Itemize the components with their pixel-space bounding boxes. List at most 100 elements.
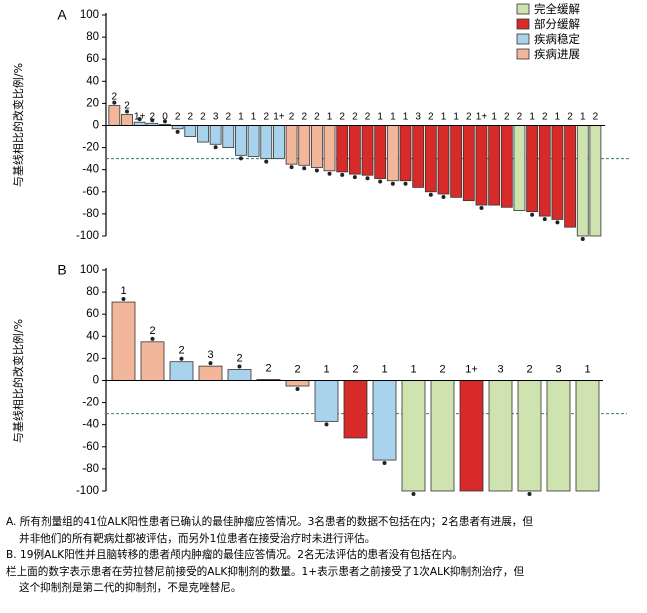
- caption-line-a1: A. 所有剂量组的41位ALK阳性患者已确认的最佳肿瘤应答情况。3名患者的数据不…: [6, 516, 533, 528]
- y-tick-label: 40: [86, 75, 99, 87]
- figure: A与基线相比的改变比例/%100806040200-20-40-60-80-10…: [11, 2, 629, 497]
- bar-label: 2: [504, 112, 510, 123]
- bar-label: 1: [381, 364, 387, 376]
- bar-label: 1+: [476, 112, 488, 123]
- bar-label: 2: [466, 112, 472, 123]
- bar-dot: [324, 422, 329, 427]
- bar-label: 2: [526, 364, 532, 376]
- bar: [314, 380, 339, 422]
- bar-dot: [411, 492, 416, 496]
- bar: [222, 125, 235, 149]
- bar-label: 0: [162, 112, 168, 123]
- bar-dot: [150, 336, 155, 341]
- bar-label: 2: [439, 364, 445, 376]
- bar: [551, 125, 564, 220]
- bar-dot: [542, 217, 547, 222]
- bar: [513, 125, 526, 211]
- bar-dot: [302, 166, 307, 171]
- bar-dot: [530, 212, 535, 217]
- bar-dot: [441, 195, 446, 200]
- bar: [260, 125, 273, 160]
- bar: [517, 380, 542, 492]
- bar-label: 2: [236, 352, 242, 364]
- bar-dot: [162, 119, 167, 124]
- bar-label: 2: [339, 112, 345, 123]
- y-tick-label: -20: [82, 397, 99, 409]
- bar: [424, 125, 437, 193]
- bar-label: 3: [415, 112, 421, 123]
- bar-label: 1+: [134, 112, 146, 123]
- bar-dot: [179, 356, 184, 361]
- bar-dot: [327, 171, 332, 176]
- bar-label: 3: [555, 364, 561, 376]
- bar-dot: [428, 192, 433, 197]
- bar: [285, 380, 310, 387]
- y-tick-label: 0: [93, 120, 99, 132]
- y-tick-label: 80: [86, 31, 99, 43]
- bar: [111, 301, 136, 381]
- bar-label: 1: [580, 112, 586, 123]
- legend-label: 疾病稳定: [534, 32, 580, 46]
- bar-label: 2: [175, 112, 181, 123]
- bar: [298, 125, 311, 166]
- caption-line-c2: 这个抑制剂是第二代的抑制剂，不是克唑替尼。: [19, 582, 242, 594]
- bar-dot: [175, 129, 180, 134]
- y-tick-label: -100: [76, 230, 99, 242]
- bar-label: 1+: [273, 112, 285, 123]
- bar-label: 1: [441, 112, 447, 123]
- bar-dot: [340, 172, 345, 177]
- bar-dot: [555, 220, 560, 225]
- bar-label: 1: [403, 112, 409, 123]
- y-tick-label: -20: [82, 142, 99, 154]
- y-tick-label: -80: [82, 463, 99, 475]
- bar: [546, 380, 571, 492]
- bar-label: 2: [517, 112, 523, 123]
- y-tick-label: -40: [82, 164, 99, 176]
- bar-label: 2: [352, 112, 358, 123]
- bar: [401, 380, 426, 492]
- bar-dot: [264, 159, 269, 164]
- y-tick-label: 100: [80, 264, 99, 276]
- bar: [121, 114, 133, 126]
- bar: [209, 125, 222, 145]
- bar: [374, 125, 387, 179]
- y-tick-label: 40: [86, 330, 99, 342]
- bar-label: 2: [294, 364, 300, 376]
- bar: [399, 125, 412, 182]
- bar-label: 1: [529, 112, 535, 123]
- bar: [475, 125, 488, 206]
- bar: [285, 125, 298, 165]
- bar: [227, 369, 252, 381]
- bar-label: 1: [238, 112, 244, 123]
- bar-label: 1: [410, 364, 416, 376]
- bar: [108, 105, 121, 126]
- bar-label: 1: [251, 112, 257, 123]
- bar: [450, 125, 463, 198]
- legend-swatch: [516, 18, 530, 30]
- bar: [575, 380, 600, 492]
- bar: [169, 361, 194, 381]
- bar-dot: [112, 100, 117, 105]
- y-tick-label: 80: [86, 286, 99, 298]
- bar-label: 2: [149, 325, 155, 337]
- bar-label: 2: [265, 362, 271, 374]
- bar: [372, 380, 397, 461]
- bar-label: 2: [567, 112, 573, 123]
- bar-label: 2: [112, 92, 118, 103]
- legend-swatch: [516, 33, 530, 45]
- legend-label: 完全缓解: [534, 2, 580, 16]
- bar: [430, 380, 455, 492]
- bar: [361, 125, 374, 176]
- bar-dot: [382, 461, 387, 466]
- legend-label: 部分缓解: [534, 17, 580, 31]
- bar: [273, 125, 285, 160]
- y-tick-label: 60: [86, 308, 99, 320]
- bar-label: 2: [263, 112, 269, 123]
- bar: [538, 125, 551, 217]
- bar: [500, 125, 513, 208]
- bar: [348, 125, 361, 175]
- bar-dot: [150, 118, 155, 123]
- bar-label: 2: [428, 112, 434, 123]
- bar-label: 2: [188, 112, 194, 123]
- bar-label: 2: [542, 112, 548, 123]
